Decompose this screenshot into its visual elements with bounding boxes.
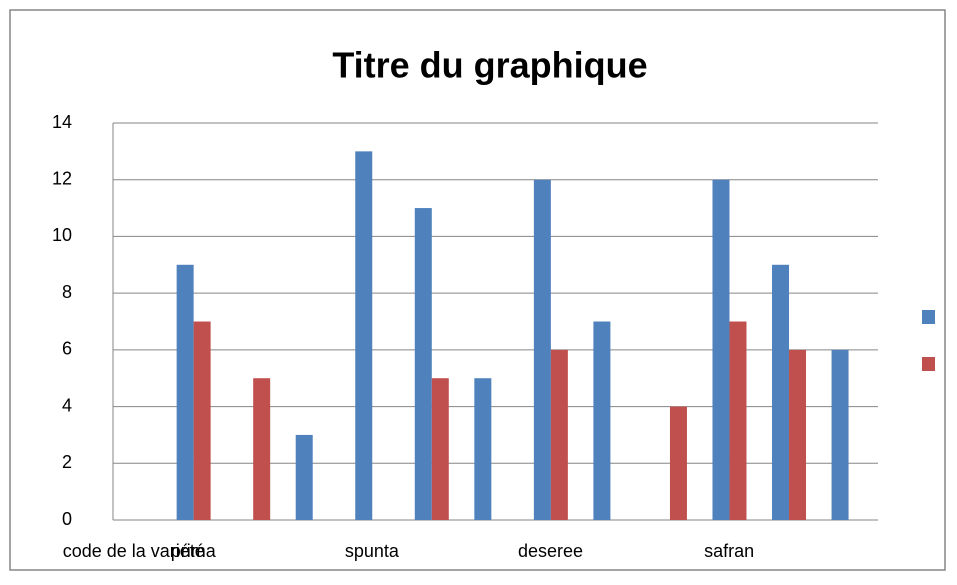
y-tick-label: 14 [52,112,72,132]
bar [414,208,432,521]
bar [355,151,373,520]
y-tick-label: 0 [62,509,72,529]
y-tick-label: 6 [62,339,72,359]
x-tick-label: spunta [345,541,400,561]
chart-title: Titre du graphique [332,45,647,86]
legend-swatch [922,310,935,324]
bar [593,321,611,520]
bar [295,434,313,520]
x-tick-label: safran [704,541,754,561]
x-tick-label: prima [171,541,217,561]
bar [253,378,271,520]
bar [176,264,194,520]
bar [193,321,211,520]
bar [729,321,747,520]
x-tick-label: code de la variété [63,541,205,561]
bar [533,179,551,520]
y-tick-label: 2 [62,452,72,472]
bar [772,264,790,520]
legend-swatch [922,357,935,371]
bar [712,179,730,520]
bar [669,406,687,520]
bar [831,349,849,520]
y-tick-label: 8 [62,282,72,302]
y-tick-label: 12 [52,168,72,188]
y-tick-label: 4 [62,395,72,415]
bar [431,378,449,520]
bar [789,349,807,520]
y-tick-label: 10 [52,225,72,245]
x-tick-label: deseree [518,541,583,561]
bar [550,349,568,520]
bar [474,378,492,520]
